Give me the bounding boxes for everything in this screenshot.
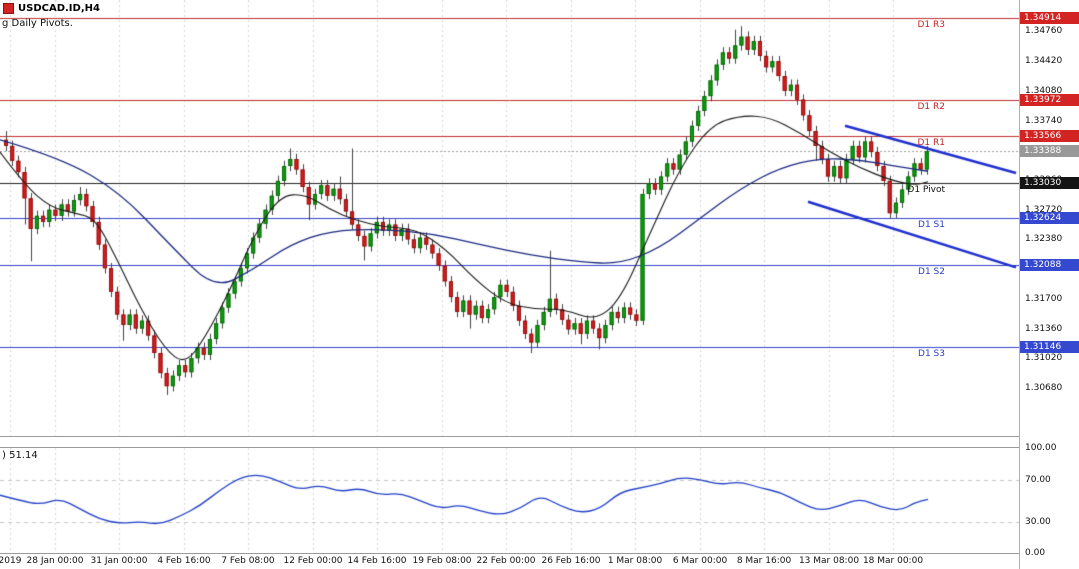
price-box-support: 1.31146: [1020, 341, 1079, 354]
pane-splitter[interactable]: [0, 447, 1079, 448]
price-chart-canvas[interactable]: [0, 0, 1019, 569]
price-tick: 1.32720: [1025, 204, 1063, 215]
price-box-resistance: 1.34914: [1020, 11, 1079, 24]
rsi-tick: 70.00: [1025, 474, 1051, 485]
price-box-current: 1.33388: [1020, 145, 1079, 158]
price-tick: 1.31020: [1025, 353, 1063, 364]
pane-separator-bottom: [0, 553, 1079, 554]
price-tick: 1.30680: [1025, 382, 1063, 393]
price-box-support: 1.32624: [1020, 212, 1079, 225]
price-tick: 1.34080: [1025, 85, 1063, 96]
price-tick: 1.33740: [1025, 115, 1063, 126]
rsi-tick: 100.00: [1025, 443, 1057, 453]
price-tick: 1.34760: [1025, 26, 1063, 37]
price-box-support: 1.32088: [1020, 258, 1079, 271]
price-tick: 1.31700: [1025, 293, 1063, 304]
pane-separator-top: [0, 436, 1079, 437]
price-tick: 1.31360: [1025, 323, 1063, 334]
rsi-tick: 0.00: [1025, 548, 1046, 558]
price-box-pivot: 1.33030: [1020, 176, 1079, 189]
price-axis[interactable]: 1.347601.344201.340801.337401.334001.330…: [1019, 0, 1079, 569]
price-box-resistance: 1.33566: [1020, 129, 1079, 142]
price-tick: 1.34420: [1025, 56, 1063, 67]
price-box-resistance: 1.33972: [1020, 94, 1079, 107]
price-tick: 1.32380: [1025, 234, 1063, 245]
rsi-tick: 30.00: [1025, 516, 1051, 527]
